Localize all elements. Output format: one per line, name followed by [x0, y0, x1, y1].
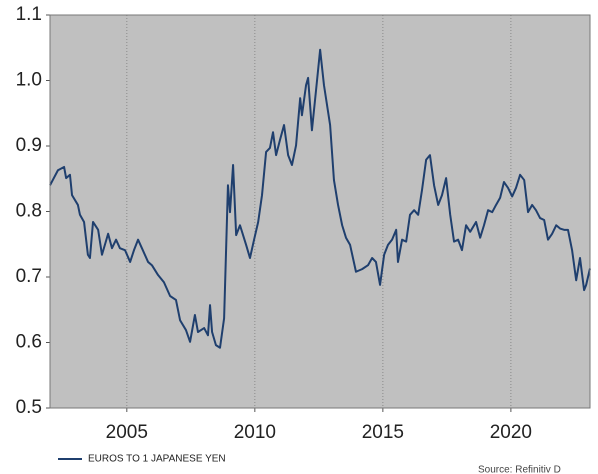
- y-tick-label: 0.9: [16, 135, 42, 156]
- x-tick-label: 2020: [490, 422, 532, 443]
- y-tick-label: 0.8: [16, 201, 42, 222]
- y-tick-label: 0.6: [16, 332, 42, 353]
- y-tick-label: 1.1: [16, 4, 42, 25]
- plot-frame: [49, 14, 591, 409]
- source-note: Source: Refinitiv D: [478, 465, 561, 474]
- plot-area: [50, 15, 590, 408]
- y-tick-label: 1.0: [16, 70, 42, 91]
- x-tick-label: 2005: [106, 422, 148, 443]
- y-tick-label: 0.5: [16, 397, 42, 418]
- data-line: [49, 48, 591, 349]
- x-tick-label: 2010: [234, 422, 276, 443]
- y-tick-label: 0.7: [16, 266, 42, 287]
- x-tick-label: 2015: [362, 422, 404, 443]
- legend-label: EUROS TO 1 JAPANESE YEN: [88, 454, 226, 465]
